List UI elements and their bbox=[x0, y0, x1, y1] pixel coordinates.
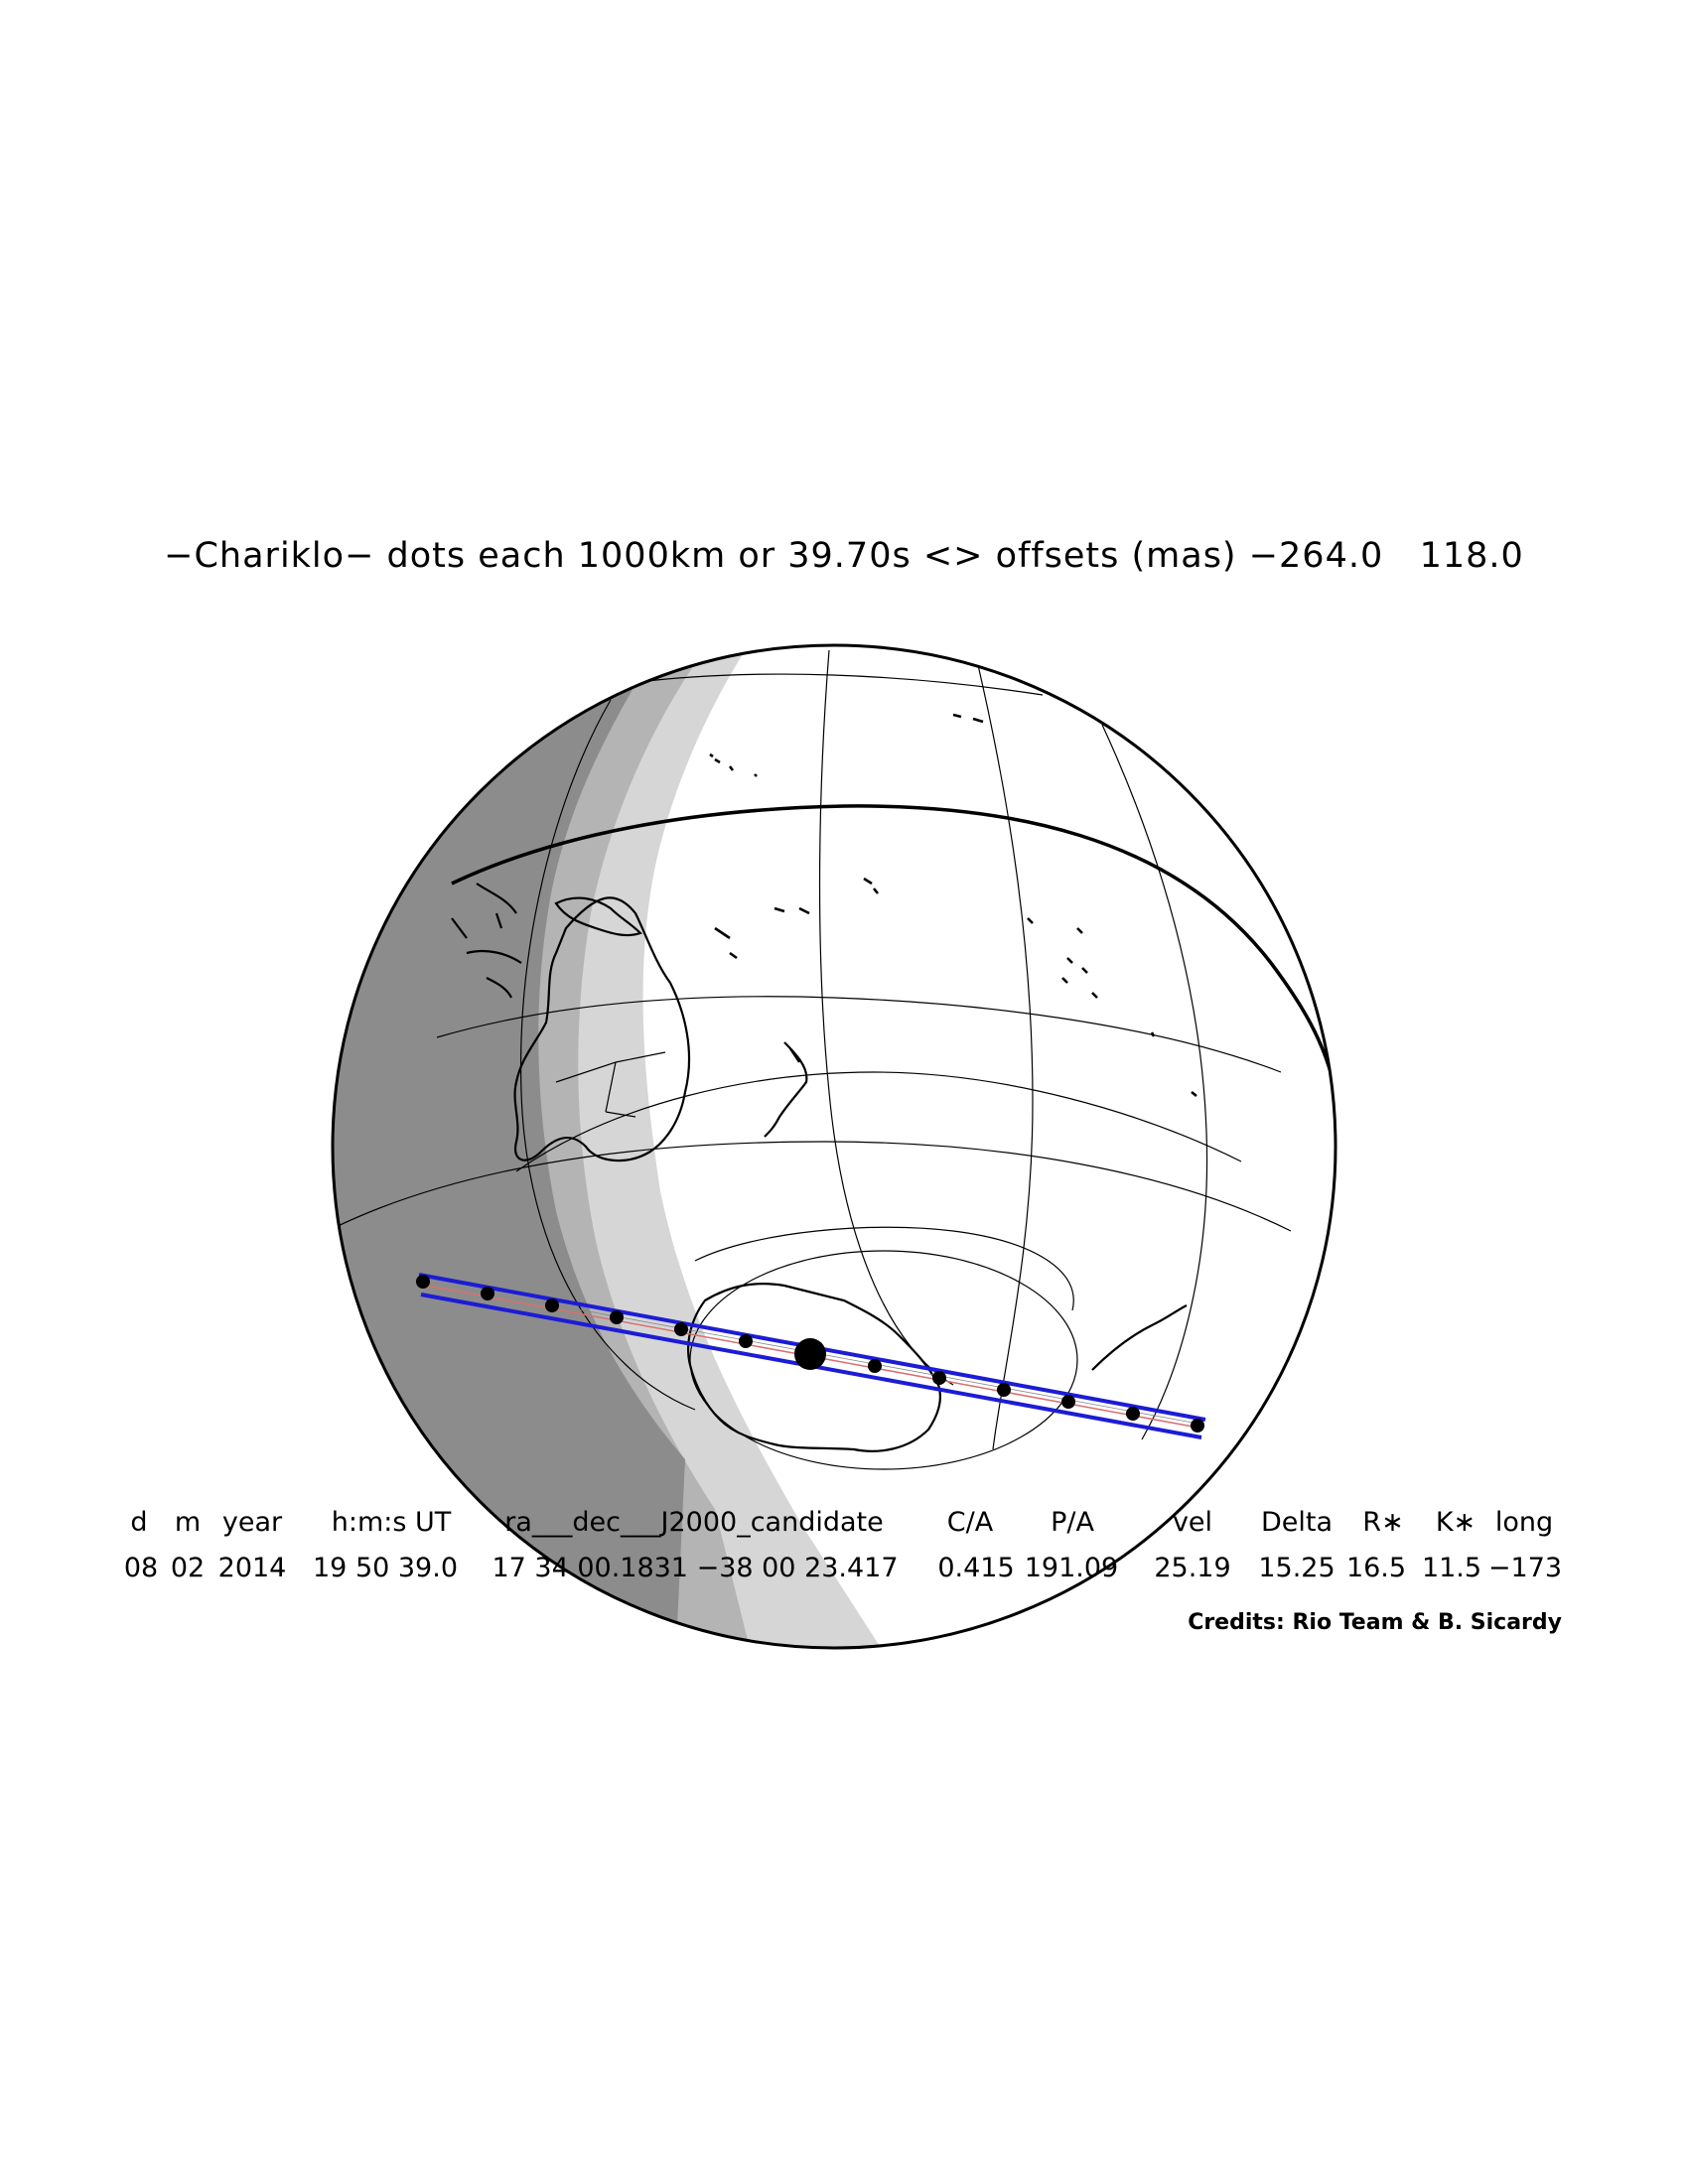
value-pa: 191.09 bbox=[1024, 1553, 1119, 1583]
value-delta: 15.25 bbox=[1258, 1553, 1336, 1583]
value-year: 2014 bbox=[217, 1553, 287, 1583]
south-america-coast bbox=[1091, 1304, 1188, 1371]
header-pa: P/A bbox=[1051, 1507, 1094, 1538]
pacific-islands bbox=[709, 713, 1232, 1098]
time-dot bbox=[1061, 1395, 1075, 1409]
header-year: year bbox=[221, 1507, 283, 1538]
time-dot bbox=[1191, 1419, 1204, 1433]
event-parameters-table: d m year h:m:s UT ra___dec___J2000_candi… bbox=[0, 1507, 1688, 1596]
time-dot bbox=[997, 1383, 1011, 1397]
value-day: 08 bbox=[123, 1553, 159, 1583]
time-dot bbox=[481, 1287, 494, 1300]
antarctica-coast bbox=[687, 1283, 942, 1452]
header-month: m bbox=[174, 1507, 202, 1538]
chart-title: −Chariklo− dots each 1000km or 39.70s <>… bbox=[164, 536, 1524, 576]
new-zealand-coast bbox=[764, 1041, 808, 1138]
time-dot bbox=[1126, 1407, 1140, 1421]
header-radec: ra___dec___J2000_candidate bbox=[504, 1507, 884, 1538]
coastlines bbox=[451, 713, 1232, 1452]
equator-line bbox=[451, 804, 1336, 1093]
time-dot bbox=[545, 1298, 559, 1312]
header-vel: vel bbox=[1172, 1507, 1213, 1538]
time-dot bbox=[674, 1322, 688, 1336]
header-day: d bbox=[130, 1507, 148, 1538]
value-vel: 25.19 bbox=[1154, 1553, 1231, 1583]
time-dot bbox=[739, 1334, 753, 1348]
value-ca: 0.415 bbox=[937, 1553, 1015, 1583]
value-long: −173 bbox=[1487, 1553, 1563, 1583]
value-month: 02 bbox=[170, 1553, 206, 1583]
new-guinea-coast bbox=[554, 896, 643, 937]
header-long: long bbox=[1494, 1507, 1554, 1538]
time-dot bbox=[416, 1275, 430, 1289]
value-rmag: 16.5 bbox=[1345, 1553, 1407, 1583]
value-time: 19 50 39.0 bbox=[313, 1553, 458, 1583]
time-dot bbox=[610, 1310, 624, 1324]
header-time: h:m:s UT bbox=[331, 1507, 452, 1538]
header-delta: Delta bbox=[1260, 1507, 1334, 1538]
value-kmag: 11.5 bbox=[1421, 1553, 1482, 1583]
credits: Credits: Rio Team & B. Sicardy bbox=[1188, 1610, 1562, 1635]
value-radec: 17 34 00.1831 −38 00 23.417 bbox=[492, 1553, 899, 1583]
time-dot bbox=[868, 1359, 882, 1373]
closest-approach-dot bbox=[794, 1338, 826, 1370]
australia-coast bbox=[513, 896, 691, 1162]
globe-outline bbox=[331, 643, 1337, 1650]
header-rmag: R∗ bbox=[1362, 1507, 1404, 1538]
header-kmag: K∗ bbox=[1435, 1507, 1477, 1538]
time-dots bbox=[416, 1275, 1204, 1433]
graticule bbox=[333, 649, 1292, 1470]
time-dot bbox=[932, 1371, 946, 1385]
header-ca: C/A bbox=[946, 1507, 994, 1538]
indonesia-coast bbox=[451, 883, 522, 999]
australia-states bbox=[555, 1051, 666, 1118]
